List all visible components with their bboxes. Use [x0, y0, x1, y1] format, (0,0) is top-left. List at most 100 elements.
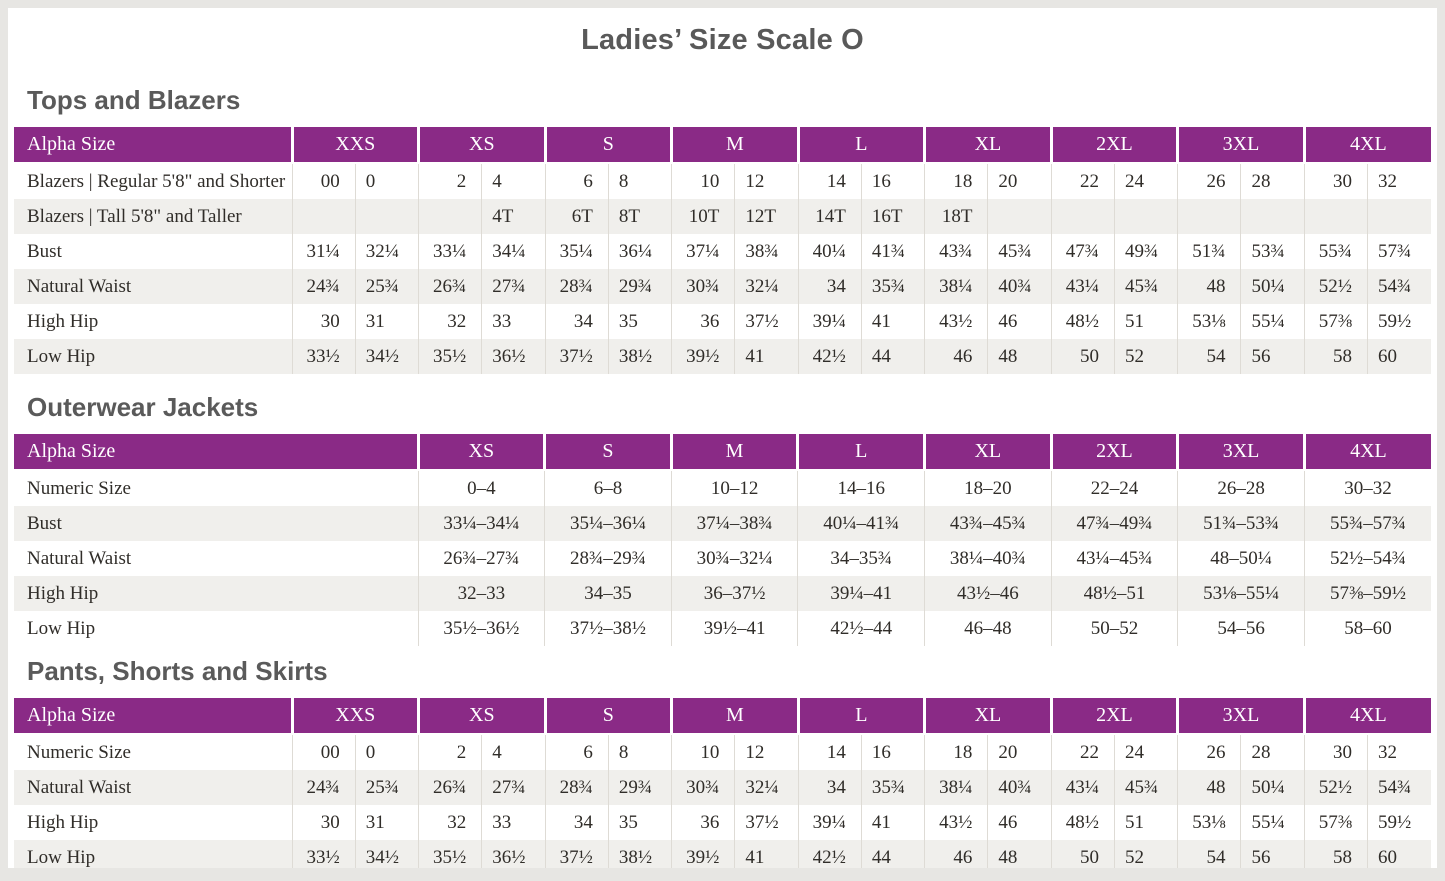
size-table: Alpha Size XXS XS S M L XL 2XL 3XL 4XL Blazers | R…: [14, 127, 1431, 374]
size-table: Alpha Size XXS XS S M L XL 2XL 3XL 4XL Numeric Siz…: [14, 698, 1431, 868]
size-range-value: 48½–51: [1050, 576, 1178, 611]
size-value: [1240, 199, 1305, 234]
size-value: 43¾: [924, 234, 988, 269]
size-value: 34: [544, 304, 609, 339]
size-range-value: 28¾–29¾: [544, 541, 672, 576]
size-value: 10T: [671, 199, 735, 234]
size-value: 34: [797, 770, 862, 805]
size-value: 8: [607, 734, 672, 770]
size-value: 32¼: [734, 770, 799, 805]
size-value: 52½: [1303, 770, 1368, 805]
row-label: High Hip: [14, 304, 292, 339]
size-value: 18: [924, 734, 988, 770]
size-value: 12T: [734, 199, 799, 234]
size-value: 31: [354, 805, 419, 840]
size-value: 54: [1177, 339, 1241, 374]
table-row: Bust 33¼–34¼ 35¼–36¼ 37¼–38¾ 40¼–41¾ 43¾–45¾ 4…: [14, 506, 1431, 541]
section-tops-and-blazers: Tops and Blazers Alpha Size XXS XS S M L XL 2XL…: [8, 84, 1437, 374]
section-outerwear-jackets: Outerwear Jackets Alpha Size XS S M L XL 2XL 3X…: [8, 391, 1437, 646]
size-value: 6T: [544, 199, 609, 234]
size-value: 56: [1240, 339, 1305, 374]
size-value: 42½: [797, 339, 862, 374]
size-value: 26¾: [418, 269, 482, 304]
row-label: Natural Waist: [14, 770, 292, 805]
size-value: 42½: [797, 840, 862, 868]
size-value: 48: [1177, 770, 1241, 805]
size-value: 37½: [734, 805, 799, 840]
size-value: 60: [1367, 339, 1431, 374]
size-value: 38¼: [924, 269, 988, 304]
size-value: [1177, 199, 1241, 234]
size-value: 41: [860, 805, 925, 840]
size-value: 8T: [607, 199, 672, 234]
size-value: 32¼: [354, 234, 419, 269]
size-range-value: 43¾–45¾: [924, 506, 1052, 541]
size-value: 4: [481, 163, 546, 199]
size-range-value: 48–50¼: [1177, 541, 1305, 576]
size-value: 12: [734, 163, 799, 199]
size-value: 2: [418, 734, 482, 770]
size-range-value: 54–56: [1177, 611, 1305, 646]
size-value: 6: [544, 163, 609, 199]
size-value: 36½: [481, 339, 546, 374]
size-value: 26¾: [418, 770, 482, 805]
size-value: [354, 199, 419, 234]
size-value: 14T: [797, 199, 862, 234]
size-value: 53¾: [1240, 234, 1305, 269]
size-value: 57¾: [1367, 234, 1431, 269]
size-range-value: 36–37½: [670, 576, 798, 611]
table-row: Blazers | Tall 5'8" and Taller 4T 6T 8T 10T 1…: [14, 199, 1431, 234]
size-value: 43½: [924, 805, 988, 840]
size-value: 35¼: [544, 234, 609, 269]
size-range-value: 0–4: [417, 470, 545, 506]
size-value: 24: [1113, 734, 1178, 770]
section-heading-tops-and-blazers: Tops and Blazers: [27, 85, 241, 115]
size-range-value: 32–33: [417, 576, 545, 611]
size-value: 26: [1177, 734, 1241, 770]
table-row: Low Hip 33½ 34½ 35½ 36½ 37½ 38½ 39½ 41 42½ 44 46 48 5…: [14, 840, 1431, 868]
table-row: Low Hip 35½–36½ 37½–38½ 39½–41 42½–44 46–48 50…: [14, 611, 1431, 646]
size-value: 48: [987, 339, 1052, 374]
table-row: Low Hip 33½ 34½ 35½ 36½ 37½ 38½ 39½ 41 42½ 44 46 48 5…: [14, 339, 1431, 374]
size-value: 12: [734, 734, 799, 770]
size-value: 0: [354, 163, 419, 199]
column-header-xs: XS: [416, 434, 545, 471]
size-value: 40¾: [987, 770, 1052, 805]
size-value: 34¼: [481, 234, 546, 269]
size-value: 30: [291, 304, 356, 339]
size-range-value: 30¾–32¼: [670, 541, 798, 576]
size-value: 30¾: [671, 269, 735, 304]
column-header-3xl: 3XL: [1176, 434, 1305, 471]
column-header-xl: XL: [923, 127, 1052, 164]
size-value: 28¾: [544, 770, 609, 805]
size-value: 31: [354, 304, 419, 339]
size-range-value: 40¼–41¾: [797, 506, 925, 541]
size-value: 2: [418, 163, 482, 199]
size-value: 41: [734, 840, 799, 868]
size-value: 6: [544, 734, 609, 770]
size-value: 40¾: [987, 269, 1052, 304]
size-value: 50¼: [1240, 770, 1305, 805]
size-value: 55¾: [1303, 234, 1368, 269]
size-value: 30¾: [671, 770, 735, 805]
size-range-value: 37¼–38¾: [670, 506, 798, 541]
size-value: 53⅛: [1177, 805, 1241, 840]
size-value: 34: [797, 269, 862, 304]
size-value: 47¾: [1050, 234, 1115, 269]
size-value: 39½: [671, 840, 735, 868]
size-value: 41¾: [860, 234, 925, 269]
size-value: 40¼: [797, 234, 862, 269]
size-value: 39¼: [797, 805, 862, 840]
row-label: Blazers | Tall 5'8" and Taller: [14, 199, 292, 234]
column-header-xl: XL: [923, 698, 1052, 735]
size-value: 51: [1113, 805, 1178, 840]
size-value: 35½: [418, 339, 482, 374]
table-row: Numeric Size 0–4 6–8 10–12 14–16 18–20 22–24 26…: [14, 470, 1431, 506]
size-value: 35¾: [860, 770, 925, 805]
size-value: 36¼: [607, 234, 672, 269]
table-row: Blazers | Regular 5'8" and Shorter 00 0 2 4 6…: [14, 163, 1431, 199]
size-value: 28¾: [544, 269, 609, 304]
column-header-3xl: 3XL: [1176, 698, 1305, 735]
size-value: 4T: [481, 199, 546, 234]
table-row: Numeric Size 00 0 2 4 6 8 10 12 14 16 18 20 22 24 26 28 3…: [14, 734, 1431, 770]
